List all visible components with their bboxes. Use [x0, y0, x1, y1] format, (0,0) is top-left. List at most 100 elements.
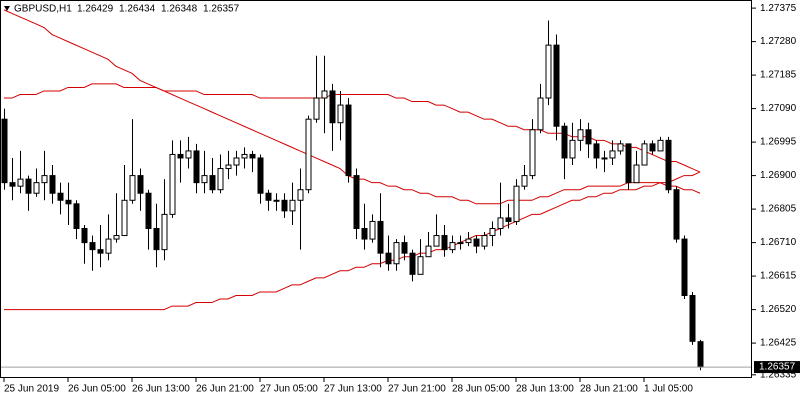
- candle-body: [689, 294, 696, 342]
- candle-body: [593, 143, 600, 159]
- candle-body: [321, 90, 328, 99]
- candle-body: [601, 157, 608, 160]
- candle-body: [329, 90, 336, 124]
- candle-body: [649, 143, 656, 152]
- candle-body: [617, 143, 624, 152]
- candle-body: [481, 235, 488, 247]
- candle-body: [121, 199, 128, 237]
- x-tick-label: 27 Jun 05:00: [260, 384, 318, 395]
- x-tick-label: 28 Jun 13:00: [516, 384, 574, 395]
- candle-body: [697, 341, 704, 368]
- candle-body: [193, 150, 200, 184]
- candle-body: [41, 175, 48, 184]
- candle-body: [545, 44, 552, 99]
- candle-body: [497, 217, 504, 229]
- candle-body: [657, 139, 664, 152]
- current-price-box: [754, 361, 800, 374]
- candle-body: [161, 213, 168, 251]
- candle-body: [377, 220, 384, 254]
- candle-body: [129, 175, 136, 201]
- candle-body: [257, 157, 264, 194]
- candle-body: [537, 97, 544, 131]
- candle-body: [265, 192, 272, 201]
- candle-body: [465, 238, 472, 244]
- candle-body: [585, 129, 592, 145]
- candle-body: [569, 139, 576, 159]
- candle-body: [385, 252, 392, 265]
- candle-body: [473, 238, 480, 247]
- y-tick-label: 1.26710: [760, 237, 797, 248]
- candle-body: [361, 227, 368, 240]
- candle-body: [505, 217, 512, 222]
- y-tick-label: 1.26335: [760, 369, 797, 380]
- moving-average-line: [3, 9, 701, 205]
- x-tick-label: 25 Jun 2019: [4, 384, 59, 395]
- candle-body: [353, 175, 360, 229]
- candle-body: [513, 185, 520, 222]
- candle-body: [553, 44, 560, 127]
- candle-body: [225, 164, 232, 170]
- candle-body: [137, 175, 144, 194]
- current-price-label: 1.26357: [759, 362, 796, 373]
- y-tick-label: 1.26995: [760, 137, 797, 148]
- candle-body: [49, 175, 56, 194]
- candle-body: [297, 189, 304, 201]
- candle-body: [209, 175, 216, 191]
- candle-body: [1, 118, 8, 184]
- candle-body: [529, 129, 536, 177]
- x-tick-label: 28 Jun 05:00: [452, 384, 510, 395]
- candle-body: [609, 150, 616, 159]
- x-tick-label: 26 Jun 05:00: [68, 384, 126, 395]
- moving-average-line: [4, 171, 701, 311]
- candle-body: [17, 178, 24, 187]
- y-tick-label: 1.27280: [760, 36, 797, 47]
- candle-body: [433, 235, 440, 247]
- x-tick-label: 1 Jul 05:00: [644, 384, 693, 395]
- candle-body: [441, 235, 448, 251]
- candle-body: [425, 245, 432, 258]
- menu-triangle[interactable]: [4, 6, 10, 11]
- candle-body: [337, 104, 344, 124]
- header-high: 1.26434: [119, 4, 156, 15]
- candle-body: [145, 192, 152, 229]
- candle-body: [681, 238, 688, 296]
- plot-area: [0, 9, 752, 371]
- candle-body: [289, 199, 296, 212]
- candle-body: [417, 256, 424, 275]
- candle-body: [665, 139, 672, 191]
- x-tick-label: 28 Jun 21:00: [580, 384, 638, 395]
- candle-body: [185, 150, 192, 159]
- candle-body: [489, 227, 496, 237]
- candle-body: [241, 153, 248, 159]
- candle-body: [81, 227, 88, 244]
- candle-body: [177, 153, 184, 159]
- candle-body: [105, 238, 112, 254]
- candle-body: [97, 249, 104, 254]
- candle-body: [625, 143, 632, 184]
- y-tick-label: 1.27090: [760, 103, 797, 114]
- candle-body: [153, 227, 160, 251]
- candle-body: [305, 118, 312, 191]
- y-tick-label: 1.26520: [760, 304, 797, 315]
- candle-body: [313, 97, 320, 120]
- candle-body: [249, 153, 256, 159]
- x-tick-label: 26 Jun 13:00: [132, 384, 190, 395]
- y-tick-label: 1.27375: [760, 3, 797, 14]
- candle-body: [369, 220, 376, 240]
- candle-body: [577, 129, 584, 141]
- candle-body: [33, 182, 40, 194]
- candle-body: [401, 242, 408, 254]
- y-tick-label: 1.26615: [760, 271, 797, 282]
- candle-body: [73, 203, 80, 229]
- candle-body: [345, 104, 352, 177]
- candle-body: [561, 125, 568, 159]
- candle-body: [521, 175, 528, 187]
- y-tick-label: 1.26900: [760, 170, 797, 181]
- candle-body: [217, 168, 224, 191]
- moving-average-line: [4, 83, 701, 173]
- x-tick-label: 26 Jun 21:00: [196, 384, 254, 395]
- x-tick-label: 27 Jun 13:00: [324, 384, 382, 395]
- candle-body: [273, 199, 280, 202]
- header-low: 1.26348: [161, 4, 198, 15]
